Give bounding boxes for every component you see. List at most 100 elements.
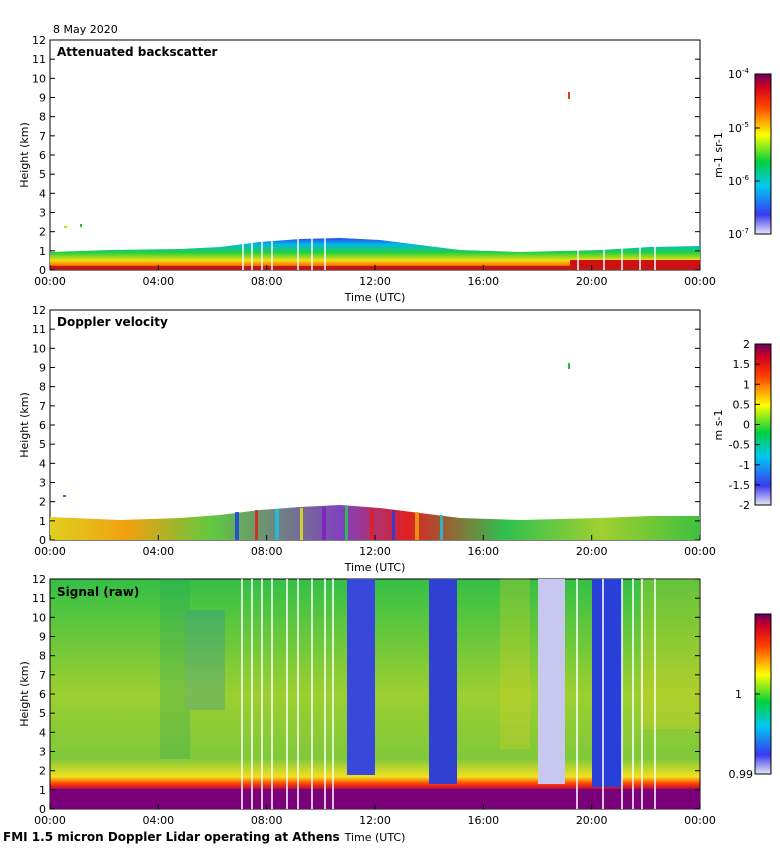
- y-tick-label: 4: [39, 457, 46, 470]
- y-tick-label: 8: [39, 111, 46, 124]
- x-tick-label: 00:00: [684, 545, 716, 558]
- colorbar: [754, 73, 772, 235]
- velocity-speckle: [235, 506, 443, 540]
- y-tick-label: 10: [32, 611, 46, 624]
- y-axis-label: Height (km): [18, 122, 31, 188]
- plot-area: [49, 309, 701, 541]
- y-tick-label: 4: [39, 726, 46, 739]
- x-tick-label: 00:00: [34, 814, 66, 827]
- y-tick-label: 9: [39, 362, 46, 375]
- signal-ground: [50, 789, 700, 809]
- y-tick-label: 9: [39, 631, 46, 644]
- colorbar-tick-label: 10-5: [728, 121, 749, 135]
- y-tick-label: 4: [39, 187, 46, 200]
- colorbar-tick-label: 2: [743, 338, 750, 351]
- x-tick-label: 00:00: [34, 275, 66, 288]
- data-gaps: [242, 238, 656, 270]
- x-tick-label: 04:00: [142, 275, 174, 288]
- y-tick-label: 1: [39, 245, 46, 258]
- x-axis-label: Time (UTC): [344, 831, 406, 844]
- x-tick-label: 16:00: [467, 814, 499, 827]
- y-tick-label: 12: [32, 304, 46, 317]
- cloud-speck: [80, 224, 82, 227]
- y-tick-label: 0: [39, 803, 46, 816]
- y-tick-label: 8: [39, 650, 46, 663]
- colorbar-ticks: 10-4 10-5 10-6 10-7: [728, 67, 760, 241]
- x-tick-label: 16:00: [467, 545, 499, 558]
- plot-area: [49, 39, 701, 271]
- x-axis: 00:00 04:00 08:00 12:00 16:00 20:00 00:00: [34, 265, 716, 288]
- x-tick-label: 08:00: [251, 814, 283, 827]
- y-tick-label: 2: [39, 765, 46, 778]
- panel-title: Signal (raw): [57, 585, 139, 599]
- x-axis: 00:00 04:00 08:00 12:00 16:00 20:00 00:00: [34, 804, 716, 827]
- backscatter-layer: [50, 238, 700, 270]
- x-axis-label: Time (UTC): [344, 561, 406, 574]
- cloud-speck: [64, 226, 67, 228]
- y-tick-label: 8: [39, 381, 46, 394]
- x-tick-label: 20:00: [576, 545, 608, 558]
- x-tick-label: 00:00: [684, 275, 716, 288]
- colorbar-tick-label: -2: [739, 499, 750, 512]
- colorbar-tick-label: 0.99: [729, 768, 754, 781]
- colorbar-tick-label: 0.5: [733, 398, 751, 411]
- backscatter-hot-band: [570, 260, 700, 268]
- x-tick-label: 00:00: [684, 814, 716, 827]
- y-tick-label: 5: [39, 438, 46, 451]
- y-axis-label: Height (km): [18, 661, 31, 727]
- y-tick-label: 6: [39, 149, 46, 162]
- colorbar-tick-label: -1: [739, 459, 750, 472]
- y-tick-label: 12: [32, 573, 46, 586]
- x-tick-label: 04:00: [142, 814, 174, 827]
- x-tick-label: 00:00: [34, 545, 66, 558]
- y-tick-label: 5: [39, 707, 46, 720]
- y-tick-label: 3: [39, 477, 46, 490]
- panel-backscatter: Attenuated backscatter 0123456789101112 …: [18, 34, 772, 304]
- colorbar-tick-label: 1: [735, 688, 742, 701]
- x-tick-label: 20:00: [576, 275, 608, 288]
- velocity-layer: [50, 505, 700, 540]
- y-tick-label: 0: [39, 264, 46, 277]
- y-tick-label: 5: [39, 168, 46, 181]
- y-tick-label: 3: [39, 207, 46, 220]
- y-tick-label: 2: [39, 496, 46, 509]
- x-tick-label: 12:00: [359, 814, 391, 827]
- colorbar-tick-label: 10-4: [728, 67, 750, 81]
- cloud-speck: [63, 495, 66, 497]
- y-tick-label: 3: [39, 746, 46, 759]
- y-tick-label: 10: [32, 342, 46, 355]
- y-tick-label: 1: [39, 784, 46, 797]
- y-tick-label: 0: [39, 534, 46, 547]
- colorbar-ticks: 1 0.99: [729, 688, 760, 781]
- colorbar-tick-label: -1.5: [729, 479, 750, 492]
- colorbar-label: m s-1: [712, 410, 725, 441]
- data-gaps: [241, 579, 656, 809]
- colorbar-tick-label: 10-6: [728, 174, 750, 188]
- y-tick-label: 11: [32, 53, 46, 66]
- y-tick-label: 11: [32, 592, 46, 605]
- colorbar-label: m-1 sr-1: [712, 132, 725, 178]
- colorbar-tick-label: -0.5: [729, 439, 750, 452]
- x-tick-label: 12:00: [359, 545, 391, 558]
- y-tick-label: 6: [39, 688, 46, 701]
- colorbar-ticks: 2 1.5 1 0.5 0 -0.5 -1 -1.5 -2: [729, 338, 760, 512]
- y-tick-label: 9: [39, 92, 46, 105]
- x-tick-label: 20:00: [576, 814, 608, 827]
- y-axis-label: Height (km): [18, 392, 31, 458]
- y-tick-label: 6: [39, 419, 46, 432]
- x-axis: 00:00 04:00 08:00 12:00 16:00 20:00 00:00: [34, 535, 716, 558]
- y-tick-label: 7: [39, 400, 46, 413]
- colorbar-tick-label: 1: [743, 378, 750, 391]
- y-tick-label: 11: [32, 323, 46, 336]
- x-tick-label: 12:00: [359, 275, 391, 288]
- cloud-speck: [568, 92, 570, 99]
- y-tick-label: 2: [39, 226, 46, 239]
- y-tick-label: 12: [32, 34, 46, 47]
- x-axis-label: Time (UTC): [344, 291, 406, 304]
- signal-low-bands: [347, 579, 622, 787]
- x-tick-label: 08:00: [251, 275, 283, 288]
